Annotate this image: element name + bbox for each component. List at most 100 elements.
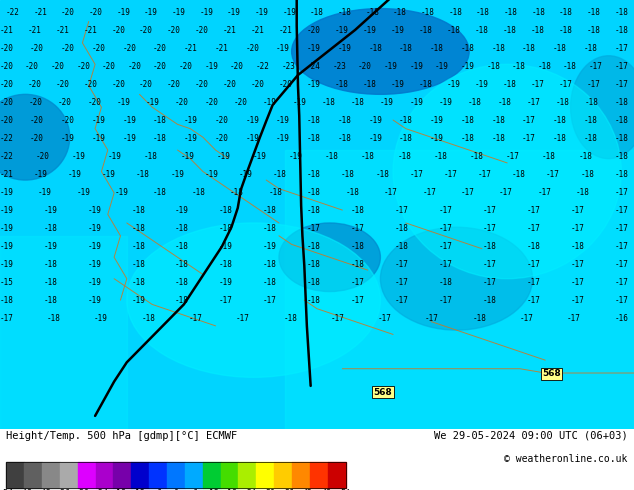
Text: -24: -24: [307, 62, 321, 71]
Text: -18: -18: [131, 223, 145, 233]
Text: -18: -18: [531, 25, 545, 34]
Text: -18: -18: [578, 151, 592, 161]
Text: -17: -17: [0, 314, 13, 322]
Text: -17: -17: [522, 116, 536, 124]
Text: -21: -21: [83, 25, 97, 34]
Text: -18: -18: [586, 7, 600, 17]
Text: -18: -18: [475, 25, 488, 34]
Text: -17: -17: [482, 223, 496, 233]
Bar: [131, 462, 149, 488]
Text: -19: -19: [117, 98, 131, 106]
Text: -19: -19: [87, 242, 101, 250]
Text: -19: -19: [430, 134, 444, 143]
Text: -19: -19: [447, 79, 460, 89]
Text: -18: -18: [395, 223, 409, 233]
Text: -18: -18: [307, 188, 321, 196]
Text: -19: -19: [368, 134, 382, 143]
Text: -20: -20: [251, 79, 265, 89]
Text: -23: -23: [281, 62, 295, 71]
Text: -18: -18: [175, 260, 189, 269]
Text: -18: -18: [585, 98, 599, 106]
Text: -20: -20: [30, 116, 44, 124]
Text: -18: -18: [219, 206, 233, 215]
Text: -19: -19: [219, 242, 233, 250]
Ellipse shape: [279, 223, 380, 292]
Text: -18: -18: [399, 44, 413, 52]
Text: -18: -18: [0, 295, 13, 305]
Text: -21: -21: [251, 25, 265, 34]
Text: -17: -17: [526, 223, 540, 233]
Text: -18: -18: [447, 25, 460, 34]
Text: -18: -18: [542, 151, 556, 161]
Text: -20: -20: [29, 98, 42, 106]
Text: -18: -18: [468, 98, 482, 106]
Text: -19: -19: [439, 98, 453, 106]
Bar: [292, 462, 310, 488]
Text: -20: -20: [127, 62, 141, 71]
Text: -18: -18: [141, 314, 155, 322]
Text: -18: -18: [491, 44, 505, 52]
Text: -18: -18: [393, 7, 407, 17]
Text: -17: -17: [526, 206, 540, 215]
Text: -19: -19: [363, 25, 377, 34]
Text: -20: -20: [195, 79, 209, 89]
Text: -17: -17: [614, 62, 628, 71]
Text: -18: -18: [614, 134, 628, 143]
Text: -19: -19: [200, 7, 213, 17]
Text: -20: -20: [279, 79, 293, 89]
Text: -18: -18: [175, 295, 189, 305]
Text: -19: -19: [391, 79, 404, 89]
Text: -17: -17: [520, 314, 534, 322]
Text: © weatheronline.co.uk: © weatheronline.co.uk: [504, 455, 628, 465]
Text: -18: -18: [144, 151, 158, 161]
Text: -18: -18: [268, 188, 282, 196]
Text: -17: -17: [614, 223, 628, 233]
Text: -17: -17: [526, 98, 540, 106]
Ellipse shape: [292, 8, 469, 94]
Text: -18: -18: [395, 242, 409, 250]
Ellipse shape: [0, 94, 70, 180]
Text: -21: -21: [184, 44, 198, 52]
Bar: [0, 236, 127, 429]
Text: -17: -17: [478, 170, 491, 178]
Text: -19: -19: [87, 295, 101, 305]
Text: -18: -18: [571, 242, 585, 250]
Text: -19: -19: [117, 7, 130, 17]
Bar: [185, 462, 203, 488]
Text: -18: -18: [614, 98, 628, 106]
Text: -17: -17: [439, 206, 453, 215]
Text: -18: -18: [448, 7, 462, 17]
Text: -22: -22: [256, 62, 269, 71]
Text: -18: -18: [430, 44, 444, 52]
Text: -18: -18: [614, 151, 628, 161]
Text: -19: -19: [171, 170, 184, 178]
Text: -18: -18: [136, 170, 150, 178]
Text: -18: -18: [482, 242, 496, 250]
Ellipse shape: [393, 64, 621, 279]
Text: -19: -19: [252, 151, 266, 161]
Bar: [6, 462, 24, 488]
Text: -20: -20: [36, 151, 49, 161]
Text: -18: -18: [486, 62, 500, 71]
Text: -20: -20: [27, 79, 41, 89]
Text: -17: -17: [546, 170, 560, 178]
Text: -18: -18: [434, 151, 448, 161]
Text: -17: -17: [439, 260, 453, 269]
Text: -17: -17: [526, 295, 540, 305]
Bar: [328, 462, 346, 488]
Text: -21: -21: [215, 44, 228, 52]
Text: -17: -17: [614, 295, 628, 305]
Text: -18: -18: [47, 314, 61, 322]
Text: -19: -19: [43, 242, 57, 250]
Text: -20: -20: [153, 44, 167, 52]
Text: -17: -17: [263, 295, 277, 305]
Text: -18: -18: [614, 25, 628, 34]
Text: -18: -18: [375, 170, 389, 178]
Text: 568: 568: [373, 388, 392, 397]
Text: -15: -15: [0, 278, 13, 287]
Text: -19: -19: [384, 62, 398, 71]
Bar: [42, 462, 60, 488]
Text: -18: -18: [538, 62, 552, 71]
Text: -17: -17: [351, 295, 365, 305]
Bar: [310, 462, 328, 488]
